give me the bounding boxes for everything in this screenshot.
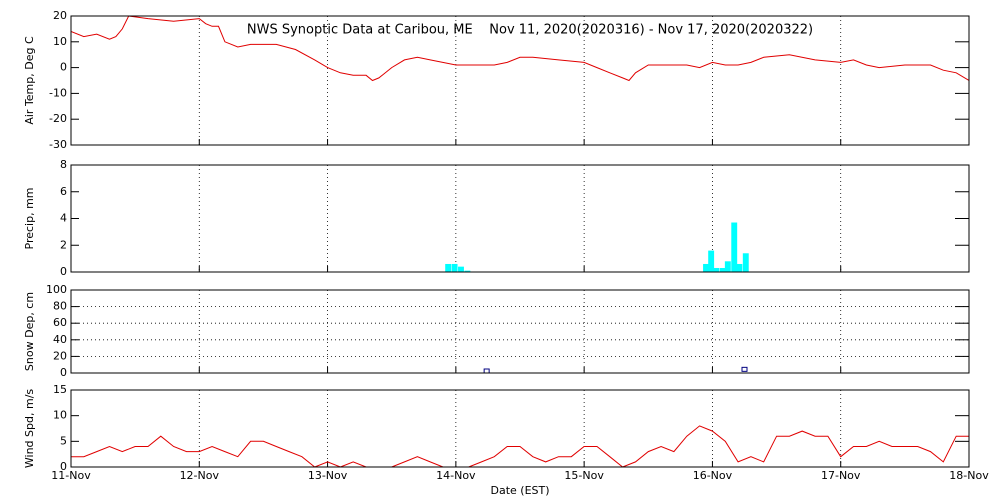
x-tick-label: 16-Nov <box>693 469 733 482</box>
bar <box>703 263 709 272</box>
y-axis-label: Snow Dep, cm <box>23 292 36 371</box>
x-tick-label: 15-Nov <box>564 469 604 482</box>
y-tick-label: -30 <box>49 138 67 151</box>
bar <box>724 261 731 272</box>
x-tick-label: 14-Nov <box>436 469 476 482</box>
y-tick-label: 20 <box>53 9 67 22</box>
y-tick-label: 2 <box>60 238 67 251</box>
y-tick-label: 10 <box>53 35 67 48</box>
y-axis-label: Precip, mm <box>23 188 36 250</box>
x-tick-label: 11-Nov <box>51 469 91 482</box>
y-tick-label: -20 <box>49 112 67 125</box>
bar <box>736 263 743 272</box>
bar <box>451 263 458 272</box>
plot-frame <box>70 389 970 468</box>
y-tick-label: 5 <box>60 434 67 447</box>
bar <box>713 267 720 272</box>
y-tick-label: 10 <box>53 409 67 422</box>
x-tick-label: 12-Nov <box>180 469 220 482</box>
y-tick-label: 0 <box>60 460 67 473</box>
y-tick-label: 80 <box>53 300 67 313</box>
bar <box>458 266 464 272</box>
data-line <box>71 425 969 467</box>
y-tick-label: 15 <box>53 383 67 396</box>
y-tick-label: -10 <box>49 86 67 99</box>
y-tick-label: 40 <box>53 333 67 346</box>
plot-frame <box>70 15 970 146</box>
bar <box>719 267 726 272</box>
y-tick-label: 60 <box>53 316 67 329</box>
y-tick-label: 20 <box>53 349 67 362</box>
y-tick-label: 0 <box>60 61 67 74</box>
y-tick-label: 0 <box>60 366 67 379</box>
x-tick-label: 13-Nov <box>308 469 348 482</box>
bar <box>731 222 738 272</box>
y-tick-label: 4 <box>60 212 67 225</box>
x-axis-label: Date (EST) <box>490 484 549 497</box>
bar <box>464 270 471 272</box>
y-tick-label: 0 <box>60 265 67 278</box>
y-tick-label: 100 <box>46 283 67 296</box>
x-tick-label: 18-Nov <box>949 469 989 482</box>
x-tick-label: 17-Nov <box>821 469 861 482</box>
bar <box>742 253 749 272</box>
bar <box>445 263 452 272</box>
plot-frame <box>70 289 970 374</box>
y-axis-label: Wind Spd, m/s <box>23 389 36 469</box>
y-tick-label: 8 <box>60 158 67 171</box>
y-axis-label: Air Temp, Deg C <box>23 36 36 125</box>
point <box>741 366 748 372</box>
y-tick-label: 6 <box>60 185 67 198</box>
chart-title: NWS Synoptic Data at Caribou, ME Nov 11,… <box>247 23 813 38</box>
bar <box>708 250 715 272</box>
data-line <box>71 16 969 82</box>
plot-frame <box>70 164 970 273</box>
